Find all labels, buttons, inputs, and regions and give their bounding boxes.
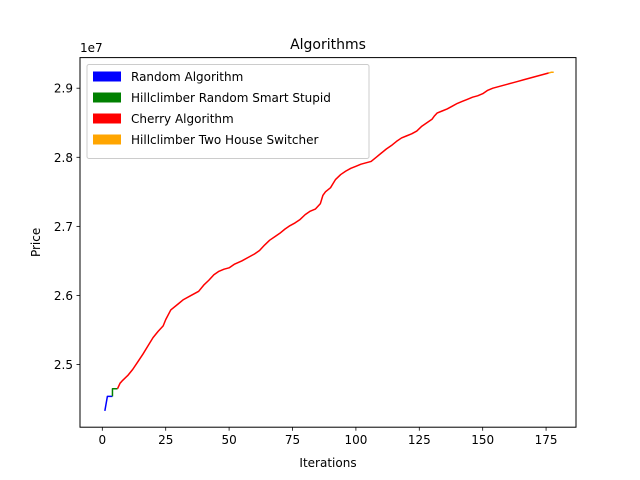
series-line-3 (548, 71, 554, 74)
y-tick-label: 2.5 (54, 358, 73, 372)
y-tick-label: 2.7 (54, 220, 73, 234)
x-tick-label: 175 (535, 433, 558, 447)
legend-label: Hillclimber Two House Switcher (131, 133, 319, 147)
legend-swatch (93, 134, 121, 145)
plot-frame (79, 57, 577, 428)
series-line-0 (104, 395, 113, 411)
y-axis-label: Price (29, 228, 43, 257)
x-axis: 0 25 50 75 100 125 150 175 (98, 427, 558, 447)
y-tick-label: 2.9 (54, 82, 73, 96)
legend-label: Cherry Algorithm (131, 112, 234, 126)
y-tick-label: 2.8 (54, 151, 73, 165)
series-line-2 (116, 72, 549, 390)
legend-label: Random Algorithm (131, 70, 243, 84)
legend: Random Algorithm Hillclimber Random Smart… (86, 64, 370, 159)
y-axis: 2.5 2.6 2.7 2.8 2.9 (54, 82, 80, 372)
x-tick-label: 150 (471, 433, 494, 447)
series-line-1 (111, 387, 118, 397)
x-tick-label: 50 (221, 433, 236, 447)
legend-box (86, 64, 370, 159)
legend-swatch (93, 92, 121, 103)
legend-swatch (93, 113, 121, 124)
x-tick-label: 75 (285, 433, 300, 447)
x-tick-label: 125 (408, 433, 431, 447)
x-tick-label: 25 (158, 433, 173, 447)
chart-title: Algorithms (290, 37, 366, 53)
x-tick-label: 0 (98, 433, 106, 447)
legend-swatch (93, 71, 121, 82)
y-tick-label: 2.6 (54, 289, 73, 303)
legend-label: Hillclimber Random Smart Stupid (131, 91, 331, 105)
plot-lines (104, 71, 554, 411)
x-axis-label: Iterations (299, 456, 356, 470)
x-tick-label: 100 (344, 433, 367, 447)
y-offset-text: 1e7 (80, 41, 103, 55)
